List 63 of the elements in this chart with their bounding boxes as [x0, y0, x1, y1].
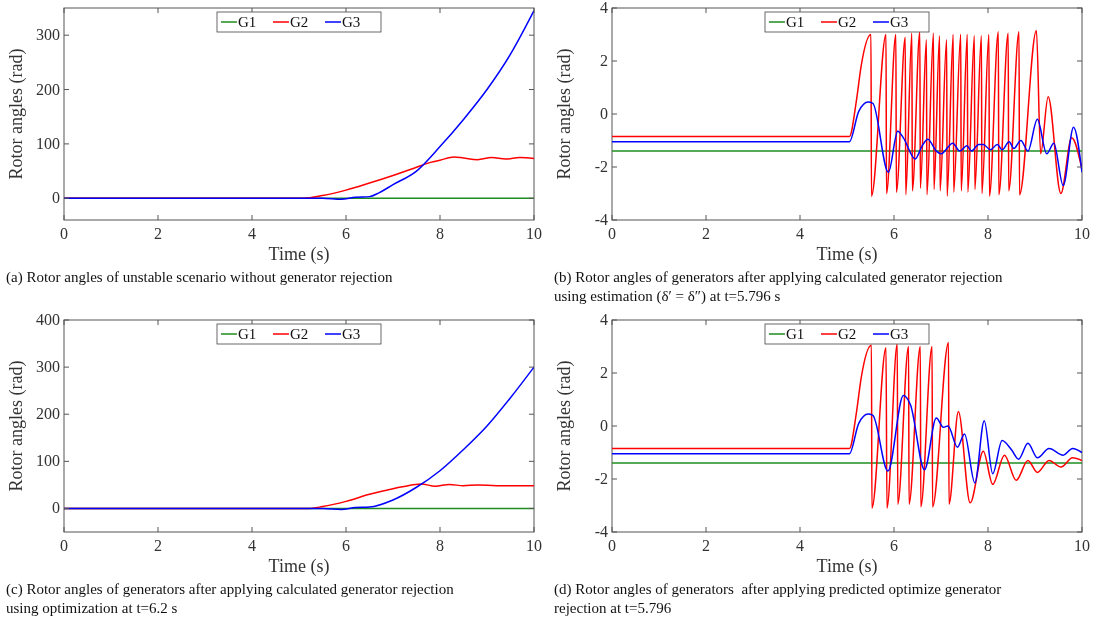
- y-tick-label: 300: [36, 26, 60, 44]
- x-tick-label: 4: [248, 537, 256, 554]
- y-axis-title: Rotor angles (rad): [554, 360, 575, 492]
- x-tick-label: 10: [1074, 537, 1090, 554]
- y-axis-title: Rotor angles (rad): [554, 48, 575, 180]
- y-tick-label: 0: [600, 417, 608, 434]
- x-tick-label: 2: [154, 225, 162, 242]
- y-tick-label: -4: [594, 523, 608, 540]
- x-tick-label: 6: [890, 225, 898, 242]
- y-axis-title: Rotor angles (rad): [6, 48, 27, 180]
- legend-label: G3: [342, 326, 361, 342]
- x-tick-label: 4: [248, 225, 256, 242]
- y-axis-title: Rotor angles (rad): [6, 360, 27, 492]
- y-tick-label: 4: [600, 311, 608, 328]
- legend-label: G1: [238, 14, 257, 30]
- legend-label: G3: [342, 14, 361, 30]
- y-tick-label: 0: [600, 105, 608, 122]
- y-tick-label: 200: [36, 405, 60, 423]
- x-axis-title: Time (s): [816, 556, 878, 577]
- x-tick-label: 2: [154, 537, 162, 554]
- y-tick-label: 2: [600, 364, 608, 381]
- y-tick-label: 0: [52, 189, 60, 207]
- x-tick-label: 4: [796, 225, 804, 242]
- legend-label: G1: [786, 326, 805, 342]
- y-tick-label: 100: [36, 452, 60, 470]
- text: (a) Rotor angles of unstable scenario without generator rejection: [6, 269, 394, 286]
- legend-label: G2: [838, 14, 857, 30]
- legend-label: G3: [890, 326, 909, 342]
- x-tick-label: 2: [702, 537, 710, 554]
- x-tick-label: 4: [796, 537, 804, 554]
- y-tick-label: -2: [594, 470, 608, 487]
- x-tick-label: 6: [342, 225, 350, 242]
- x-tick-label: 8: [984, 225, 992, 242]
- legend-label: G3: [890, 14, 909, 30]
- x-tick-label: 2: [702, 225, 710, 242]
- text: (c) Rotor angles of generators after applying calculated generator rejection using optimization at t=6.2 s: [6, 581, 455, 616]
- legend-label: G1: [786, 14, 805, 30]
- x-tick-label: 8: [436, 225, 444, 242]
- y-tick-label: -4: [594, 211, 608, 228]
- x-axis-title: Time (s): [268, 244, 330, 265]
- y-tick-label: 2: [600, 52, 608, 69]
- x-tick-label: 10: [1074, 225, 1090, 242]
- x-tick-label: 10: [526, 225, 542, 242]
- x-tick-label: 10: [526, 537, 542, 554]
- y-tick-label: 400: [36, 311, 60, 328]
- y-tick-label: 0: [52, 499, 60, 517]
- y-tick-label: 4: [600, 0, 608, 16]
- legend-label: G1: [238, 326, 257, 342]
- legend-label: G2: [290, 326, 309, 342]
- y-tick-label: -2: [594, 158, 608, 175]
- y-tick-label: 200: [36, 80, 60, 98]
- legend-label: G2: [838, 326, 857, 342]
- text: (d) Rotor angles of generators after applying predicted optimize generator rejection at t=5.796: [554, 581, 1002, 616]
- x-tick-label: 6: [890, 537, 898, 554]
- text: (b) Rotor angles of generators after applying calculated generator rejection using estimation (δ′ = δ″) at t=5.796 s: [554, 269, 1004, 305]
- x-tick-label: 8: [436, 537, 444, 554]
- y-tick-label: 100: [36, 134, 60, 152]
- x-tick-label: 6: [342, 537, 350, 554]
- x-axis-title: Time (s): [268, 556, 330, 577]
- x-tick-label: 8: [984, 537, 992, 554]
- legend-label: G2: [290, 14, 309, 30]
- x-axis-title: Time (s): [816, 244, 878, 265]
- y-tick-label: 300: [36, 358, 60, 376]
